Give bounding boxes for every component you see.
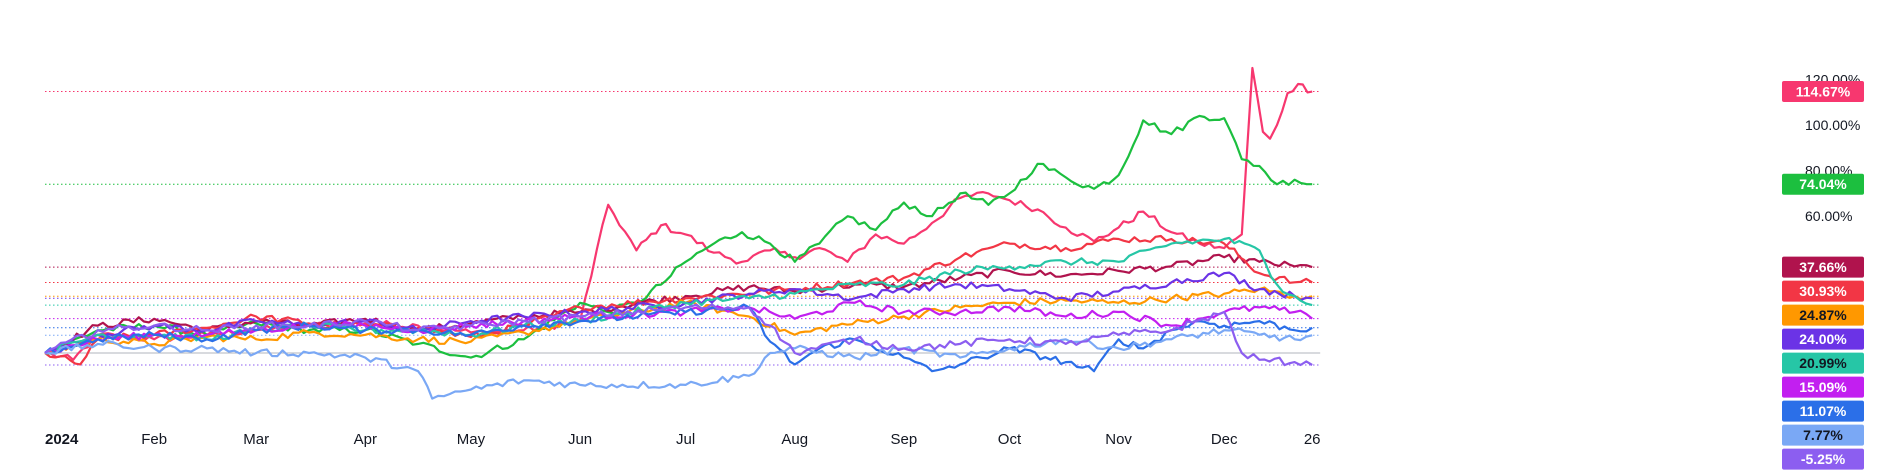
series-line-10 [44,327,1313,400]
value-tag-text: -5.25% [1801,451,1846,467]
value-tag-7: 20.99% [1782,352,1864,374]
x-tick-label: Feb [141,431,167,448]
value-tag-bg [1782,424,1864,446]
x-tick-label: Sep [891,431,918,448]
series-line-1 [44,66,1313,361]
x-tick-label: Jun [568,431,592,448]
value-tag-11: -5.25% [1782,448,1864,470]
value-tag-4: 30.93% [1782,280,1864,302]
value-tag-text: 24.00% [1799,331,1847,347]
value-tag-bg [1782,376,1864,398]
x-tick-label: May [457,431,486,448]
x-tick-label: Aug [781,431,808,448]
y-tick-label: 100.00% [1805,117,1860,133]
series-line-9 [44,303,1313,373]
series-line-5 [44,286,1313,355]
value-tag-bg [1782,400,1864,422]
x-tick-label: Jul [676,431,695,448]
series-layer [44,66,1313,400]
value-tag-8: 15.09% [1782,376,1864,398]
x-tick-label: Dec [1211,431,1238,448]
value-tag-bg [1782,81,1864,103]
x-tick-label: Apr [354,431,377,448]
value-tag-1: 114.67% [1782,81,1864,103]
value-tag-bg [1782,328,1864,350]
x-tick-label: Nov [1105,431,1132,448]
value-tag-text: 74.04% [1799,176,1847,192]
value-tag-bg [1782,448,1864,470]
value-tag-2: 74.04% [1782,173,1864,195]
value-tag-bg [1782,352,1864,374]
value-tag-bg [1782,173,1864,195]
series-line-11 [44,303,1313,367]
x-axis: 2024 Feb Mar Apr May Jun Jul Aug Sep Oct Nov Dec 26 [45,431,1321,448]
last-value-tags: 114.67% 74.04% 37.66% 30.93% 24.87% 24.00% 20.… [1782,81,1864,470]
value-tag-9: 11.07% [1782,400,1864,422]
x-tick-label: Mar [243,431,269,448]
series-line-4 [44,234,1313,366]
x-tick-label: Oct [998,431,1022,448]
value-tag-text: 37.66% [1799,259,1847,275]
value-tag-bg [1782,256,1864,278]
value-tag-text: 114.67% [1796,84,1851,100]
value-tag-6: 24.00% [1782,328,1864,350]
value-tag-bg [1782,304,1864,326]
series-line-2 [44,114,1313,359]
y-tick-label: 60.00% [1805,208,1852,224]
value-tag-text: 24.87% [1799,307,1847,323]
x-tick-label: 26 [1304,431,1321,448]
x-tick-label: 2024 [45,431,79,448]
value-tag-text: 11.07% [1800,403,1847,419]
value-tag-5: 24.87% [1782,304,1864,326]
value-tag-10: 7.77% [1782,424,1864,446]
value-tag-text: 30.93% [1799,283,1847,299]
value-tag-bg [1782,280,1864,302]
value-tag-text: 7.77% [1803,427,1843,443]
value-tag-3: 37.66% [1782,256,1864,278]
value-tag-text: 15.09% [1799,379,1847,395]
value-tag-text: 20.99% [1799,355,1847,371]
